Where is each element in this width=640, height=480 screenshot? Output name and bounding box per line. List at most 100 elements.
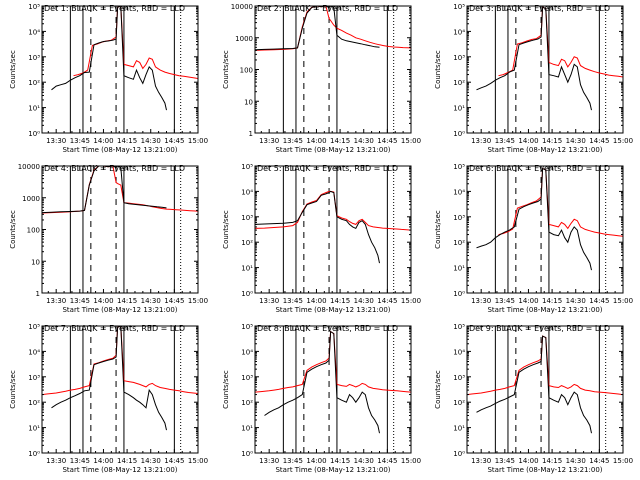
y-tick-label: 10⁵ (241, 323, 253, 331)
y-tick-label: 100 (240, 67, 253, 75)
y-tick-label: 10⁴ (453, 188, 465, 196)
chart-panel-det-7: 10⁰ 10¹ 10² 10³ 10⁴ 10⁵ 13:30 13:45 14:00 14:15 14… (9, 323, 208, 474)
y-tick-label: 10⁵ (453, 3, 465, 11)
chart-panel-det-2: 1 10 100 1000 10000 13:30 13:45 14:00 14:15 14:30… (222, 3, 421, 154)
x-tick-label: 14:15 (330, 137, 350, 145)
y-axis-label: Counts/sec (222, 370, 230, 409)
series-line-events (42, 166, 167, 214)
chart-panel-det-1: 10⁰ 10¹ 10² 10³ 10⁴ 10⁵ 13:30 13:45 14:00 14:15 14… (9, 3, 208, 154)
x-axis-label: Start Time (08-May-12 13:21:00) (62, 306, 177, 314)
y-tick-label: 10³ (241, 214, 253, 222)
chart-title: Det 9: BLACK = Events, RED = LLD (469, 324, 610, 333)
y-tick-label: 100 (27, 227, 40, 235)
y-axis-label: Counts/sec (434, 210, 442, 249)
x-tick-label: 15:00 (401, 137, 421, 145)
y-tick-label: 10² (453, 239, 465, 247)
y-tick-label: 10 (31, 258, 40, 266)
y-tick-label: 1000 (235, 35, 253, 43)
series-line-events (476, 6, 592, 111)
x-tick-label: 14:30 (566, 457, 586, 465)
y-axis-label: Counts/sec (9, 370, 17, 409)
x-tick-label: 14:00 (306, 457, 326, 465)
x-tick-label: 15:00 (188, 457, 208, 465)
y-tick-label: 10⁴ (241, 348, 253, 356)
chart-panel-det-4: 1 10 100 1000 10000 13:30 13:45 14:00 14:15 14:30… (9, 163, 208, 314)
chart-title: Det 1: BLACK = Events, RED = LLD (44, 4, 185, 13)
plot-frame (41, 5, 199, 134)
x-tick-label: 15:00 (613, 297, 633, 305)
y-tick-label: 10¹ (241, 265, 253, 273)
chart-title: Det 4: BLACK = Events, RED = LLD (44, 164, 185, 173)
y-tick-label: 10² (28, 79, 40, 87)
x-tick-label: 14:00 (518, 297, 538, 305)
plot-frame (466, 325, 624, 454)
series-line-events (476, 335, 592, 434)
y-tick-label: 1 (249, 130, 253, 138)
x-tick-label: 14:30 (141, 297, 161, 305)
x-axis-label: Start Time (08-May-12 13:21:00) (487, 466, 602, 474)
x-tick-label: 14:15 (542, 457, 562, 465)
y-tick-label: 10⁴ (453, 348, 465, 356)
series-line-events (255, 190, 380, 264)
x-tick-label: 14:00 (93, 457, 113, 465)
x-tick-label: 14:30 (141, 137, 161, 145)
x-tick-label: 15:00 (613, 137, 633, 145)
chart-title: Det 7: BLACK = Events, RED = LLD (44, 324, 185, 333)
x-tick-label: 14:15 (330, 457, 350, 465)
y-axis-label: Counts/sec (9, 210, 17, 249)
x-tick-label: 14:45 (164, 457, 184, 465)
x-tick-label: 14:45 (164, 137, 184, 145)
plot-frame (254, 325, 412, 454)
x-axis-label: Start Time (08-May-12 13:21:00) (275, 466, 390, 474)
y-axis-label: Counts/sec (9, 50, 17, 89)
x-tick-label: 14:15 (117, 457, 137, 465)
y-tick-label: 10² (241, 239, 253, 247)
x-tick-label: 13:45 (283, 297, 303, 305)
x-tick-label: 13:45 (283, 137, 303, 145)
y-tick-label: 10⁵ (453, 163, 465, 171)
chart-title: Det 3: BLACK = Events, RED = LLD (469, 4, 610, 13)
x-axis-label: Start Time (08-May-12 13:21:00) (487, 306, 602, 314)
y-tick-label: 10¹ (453, 105, 465, 113)
chart-panel-det-6: 10⁰ 10¹ 10² 10³ 10⁴ 10⁵ 13:30 13:45 14:00 14:15 14… (434, 163, 633, 314)
x-tick-label: 13:45 (70, 457, 90, 465)
y-tick-label: 10³ (453, 374, 465, 382)
chart-panel-det-8: 10⁰ 10¹ 10² 10³ 10⁴ 10⁵ 13:30 13:45 14:00 14:15 14… (222, 323, 421, 474)
x-tick-label: 15:00 (188, 297, 208, 305)
y-tick-label: 10¹ (453, 425, 465, 433)
series-line-lld (498, 167, 623, 237)
x-tick-label: 13:30 (471, 297, 491, 305)
y-tick-label: 10¹ (453, 265, 465, 273)
y-tick-label: 10⁰ (453, 290, 465, 298)
y-tick-label: 10⁰ (453, 450, 465, 458)
x-tick-label: 13:45 (495, 457, 515, 465)
x-axis-label: Start Time (08-May-12 13:21:00) (275, 146, 390, 154)
y-tick-label: 10³ (453, 214, 465, 222)
x-tick-label: 13:30 (259, 137, 279, 145)
x-tick-label: 14:45 (589, 297, 609, 305)
y-tick-label: 10⁴ (453, 28, 465, 36)
x-axis-label: Start Time (08-May-12 13:21:00) (62, 466, 177, 474)
y-tick-label: 10 (244, 98, 253, 106)
y-tick-label: 10² (28, 399, 40, 407)
plot-frame (466, 5, 624, 134)
y-axis-label: Counts/sec (434, 370, 442, 409)
y-axis-label: Counts/sec (222, 50, 230, 89)
x-tick-label: 15:00 (188, 137, 208, 145)
y-axis-label: Counts/sec (222, 210, 230, 249)
y-tick-label: 10⁰ (241, 290, 253, 298)
chart-title: Det 8: BLACK = Events, RED = LLD (257, 324, 398, 333)
x-tick-label: 13:45 (495, 297, 515, 305)
x-tick-label: 14:45 (589, 137, 609, 145)
x-tick-label: 14:30 (354, 457, 374, 465)
y-tick-label: 10000 (231, 3, 253, 11)
x-tick-label: 13:30 (259, 457, 279, 465)
x-tick-label: 13:30 (46, 297, 66, 305)
y-tick-label: 10⁴ (241, 188, 253, 196)
y-tick-label: 10³ (28, 374, 40, 382)
x-tick-label: 14:00 (306, 137, 326, 145)
x-tick-label: 14:45 (377, 297, 397, 305)
x-tick-label: 15:00 (401, 297, 421, 305)
chart-title: Det 2: BLACK = Events, RED = LLD (257, 4, 398, 13)
